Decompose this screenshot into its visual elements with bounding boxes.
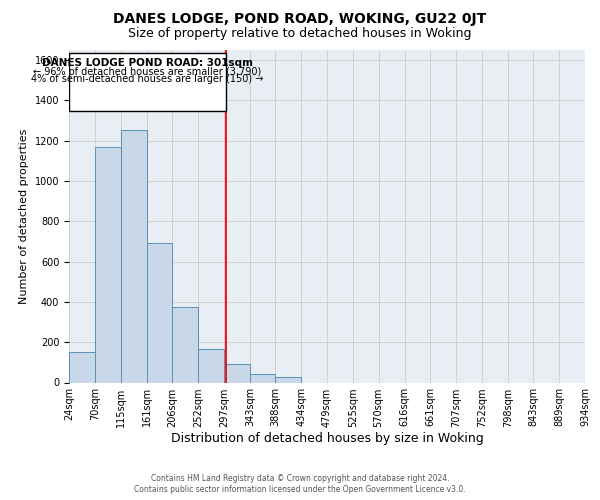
Text: ← 96% of detached houses are smaller (3,790): ← 96% of detached houses are smaller (3,… (34, 66, 262, 76)
Text: DANES LODGE, POND ROAD, WOKING, GU22 0JT: DANES LODGE, POND ROAD, WOKING, GU22 0JT (113, 12, 487, 26)
X-axis label: Distribution of detached houses by size in Woking: Distribution of detached houses by size … (170, 432, 484, 446)
Text: Size of property relative to detached houses in Woking: Size of property relative to detached ho… (128, 28, 472, 40)
Bar (198, 349, 224, 382)
Bar (121, 130, 146, 382)
Bar (275, 378, 301, 382)
Bar (95, 146, 121, 382)
Bar (224, 364, 250, 382)
Text: 4% of semi-detached houses are larger (150) →: 4% of semi-detached houses are larger (1… (31, 74, 264, 84)
Bar (250, 374, 275, 382)
Bar (146, 244, 172, 382)
Bar (172, 307, 198, 382)
Bar (69, 352, 95, 382)
Y-axis label: Number of detached properties: Number of detached properties (19, 128, 29, 304)
Text: Contains HM Land Registry data © Crown copyright and database right 2024.
Contai: Contains HM Land Registry data © Crown c… (134, 474, 466, 494)
Text: DANES LODGE POND ROAD: 301sqm: DANES LODGE POND ROAD: 301sqm (42, 58, 253, 68)
Bar (69, 53, 226, 112)
